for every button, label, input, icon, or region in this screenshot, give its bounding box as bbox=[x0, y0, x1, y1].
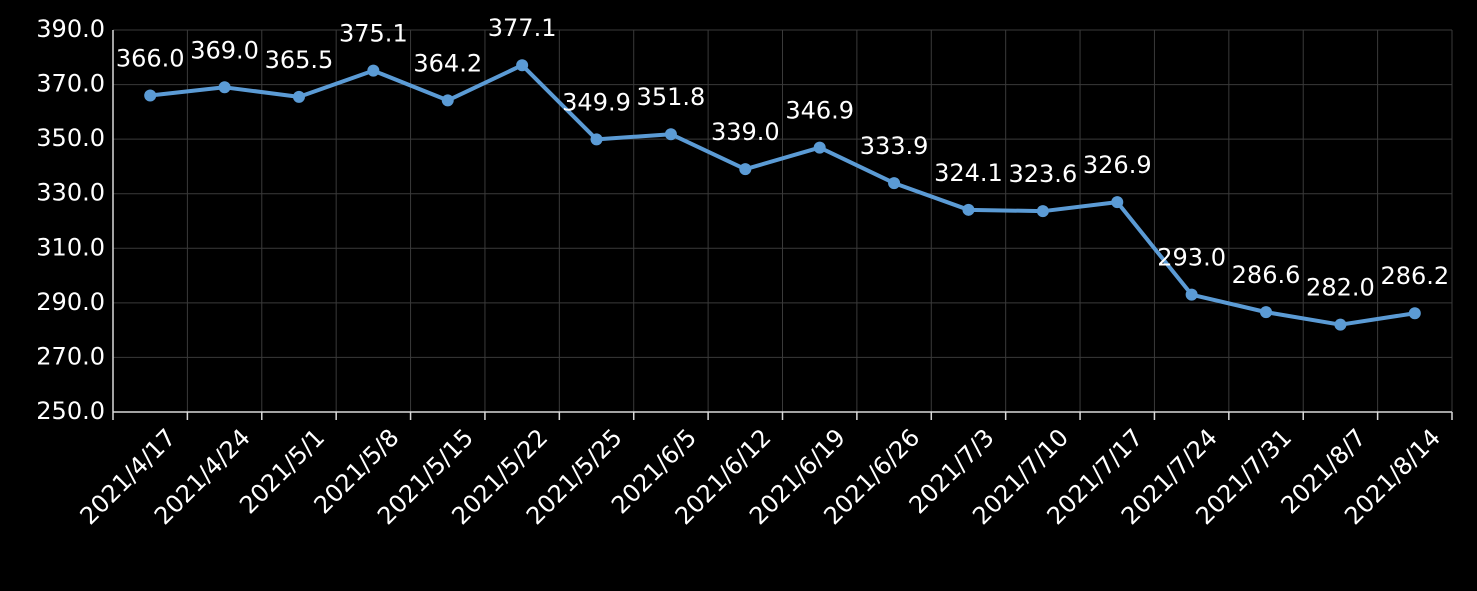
y-tick-label: 250.0 bbox=[36, 397, 105, 425]
y-tick-label: 370.0 bbox=[36, 70, 105, 98]
point bbox=[441, 94, 454, 107]
data-label: 293.0 bbox=[1157, 244, 1226, 272]
data-label: 326.9 bbox=[1083, 151, 1152, 179]
data-label: 286.6 bbox=[1232, 261, 1301, 289]
y-tick-label: 310.0 bbox=[36, 233, 105, 261]
data-label: 366.0 bbox=[116, 44, 185, 72]
point bbox=[1334, 318, 1347, 331]
data-label: 323.6 bbox=[1009, 160, 1078, 188]
point bbox=[590, 133, 603, 146]
data-label: 346.9 bbox=[785, 97, 854, 125]
y-tick-label: 350.0 bbox=[36, 124, 105, 152]
point bbox=[888, 177, 901, 190]
data-label: 339.0 bbox=[711, 118, 780, 146]
data-label: 333.9 bbox=[860, 132, 929, 160]
data-label: 349.9 bbox=[562, 88, 631, 116]
data-label: 369.0 bbox=[190, 36, 259, 64]
point bbox=[1036, 205, 1049, 218]
point bbox=[739, 163, 752, 176]
y-tick-label: 330.0 bbox=[36, 179, 105, 207]
data-label: 286.2 bbox=[1380, 262, 1449, 290]
point bbox=[1111, 196, 1124, 209]
y-tick-label: 290.0 bbox=[36, 288, 105, 316]
data-label: 351.8 bbox=[637, 83, 706, 111]
point bbox=[292, 90, 305, 103]
data-label: 365.5 bbox=[265, 46, 334, 74]
point bbox=[962, 203, 975, 216]
y-tick-label: 390.0 bbox=[36, 15, 105, 43]
line bbox=[149, 63, 1416, 327]
data-label: 282.0 bbox=[1306, 274, 1375, 302]
point bbox=[813, 141, 826, 154]
point bbox=[664, 128, 677, 141]
point bbox=[1185, 288, 1198, 301]
point bbox=[218, 81, 231, 94]
data-label: 364.2 bbox=[413, 49, 482, 77]
y-tick-label: 270.0 bbox=[36, 342, 105, 370]
point bbox=[1260, 306, 1273, 319]
point bbox=[367, 64, 380, 77]
data-label: 324.1 bbox=[934, 159, 1003, 187]
data-label: 375.1 bbox=[339, 20, 408, 48]
point bbox=[1408, 307, 1421, 320]
point bbox=[516, 59, 529, 72]
point bbox=[144, 89, 157, 102]
data-label: 377.1 bbox=[488, 14, 557, 42]
